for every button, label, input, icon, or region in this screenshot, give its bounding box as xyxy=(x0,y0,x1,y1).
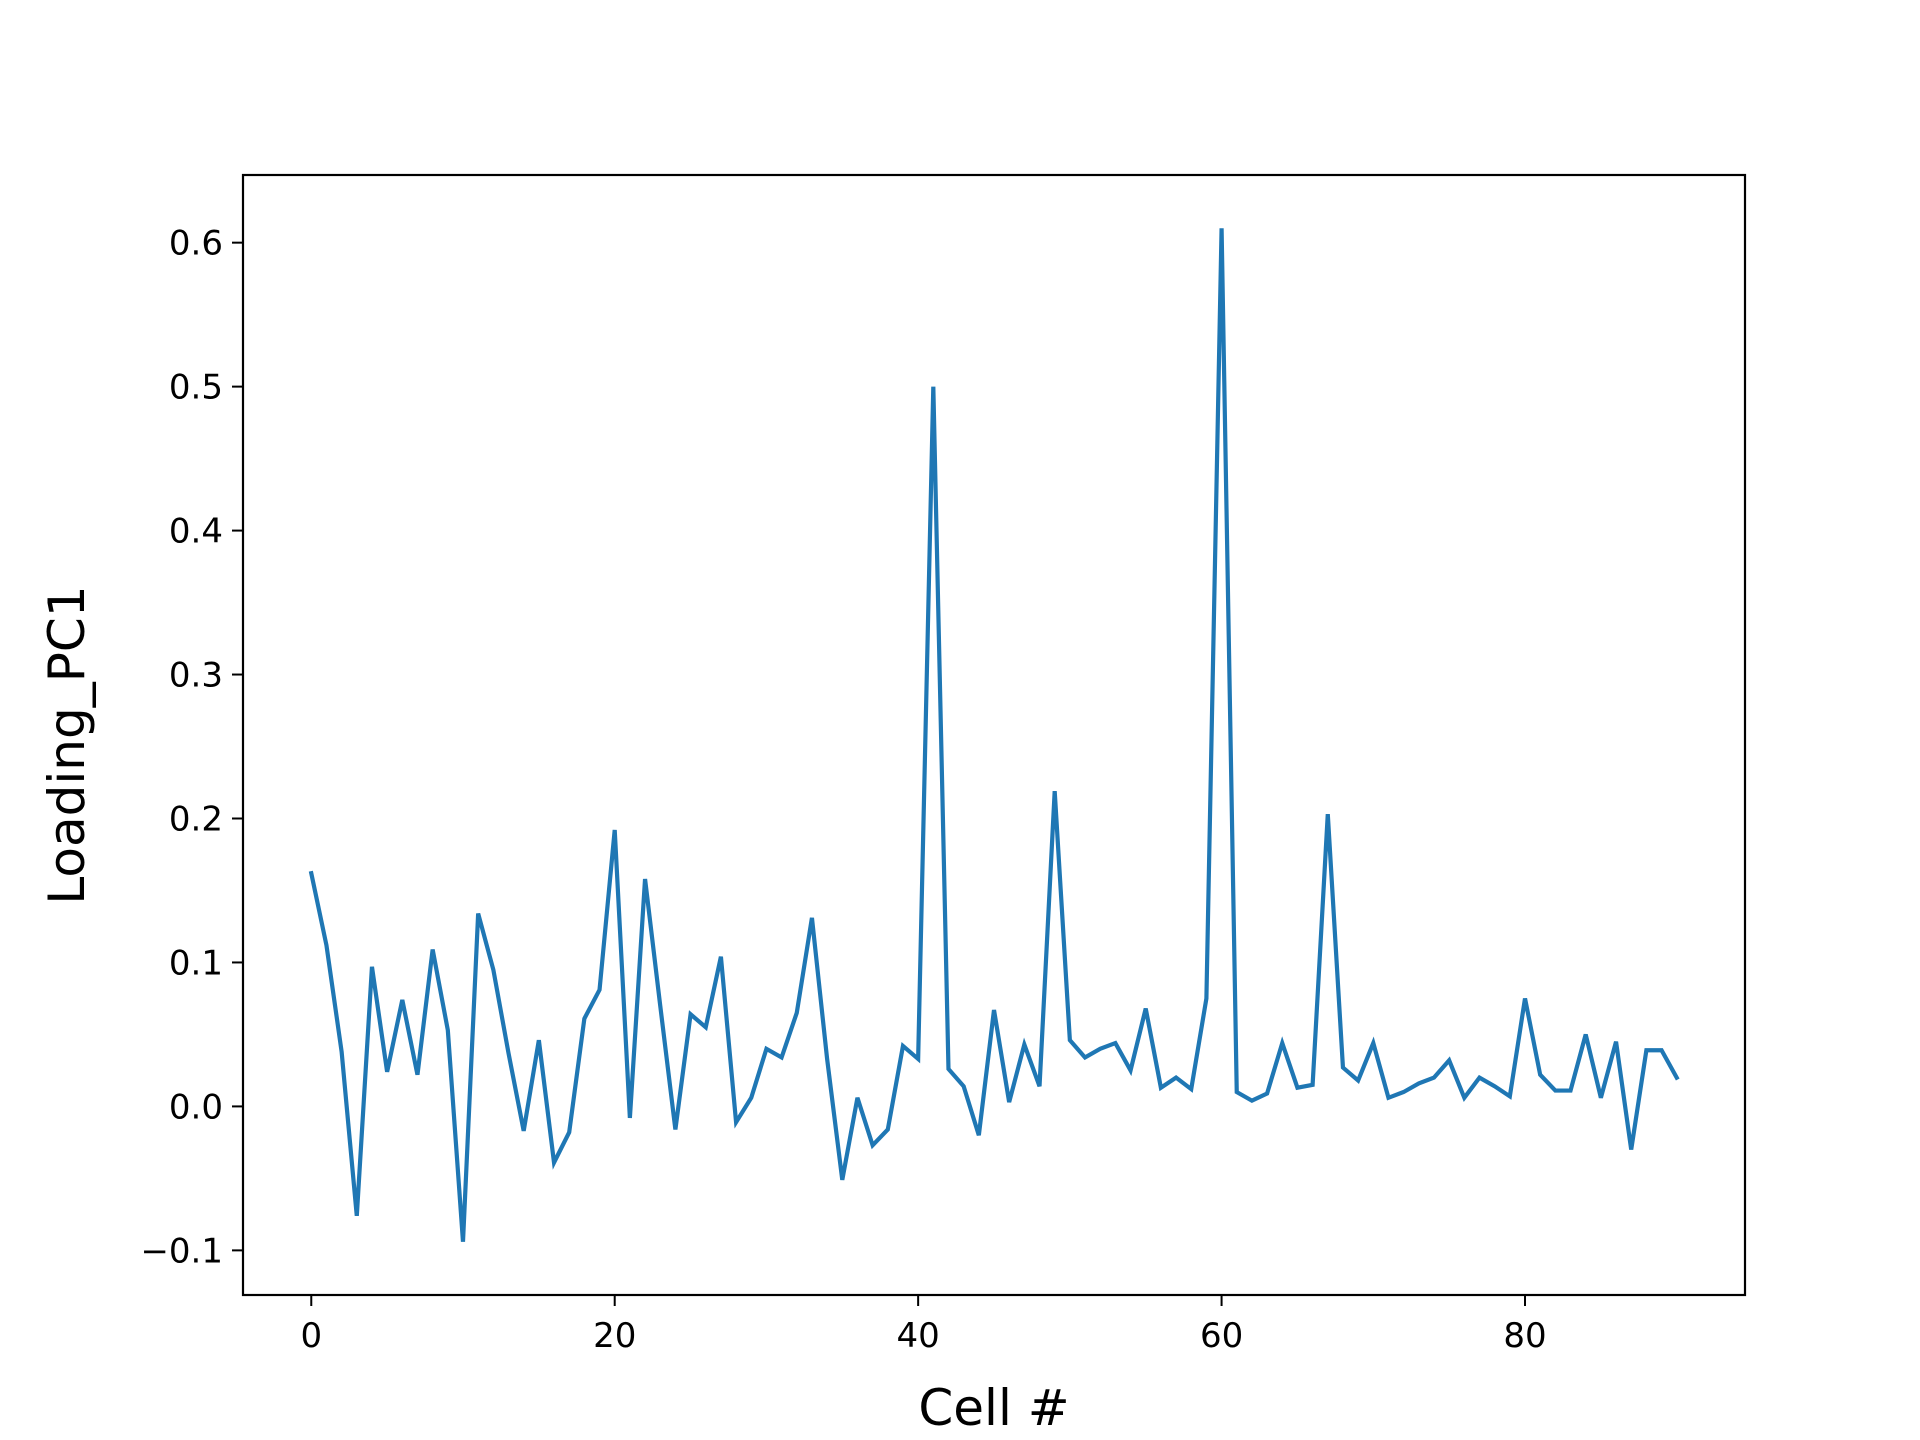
y-tick-label: 0.0 xyxy=(169,1087,223,1127)
y-tick-label: 0.6 xyxy=(169,224,223,264)
series-line-0 xyxy=(308,228,1680,1242)
x-tick-label: 60 xyxy=(1200,1316,1243,1356)
x-tick-label: 20 xyxy=(593,1316,636,1356)
x-tick-label: 40 xyxy=(897,1316,940,1356)
x-tick-label: 80 xyxy=(1503,1316,1546,1356)
y-axis-title: Loading_PC1 xyxy=(38,585,96,904)
plot-frame xyxy=(241,173,1747,1297)
x-tick-label: 0 xyxy=(300,1316,322,1356)
x-axis: 0 20 40 60 80 xyxy=(300,1295,1547,1356)
x-axis-title: Cell # xyxy=(918,1379,1069,1437)
y-axis: −0.1 0.0 0.1 0.2 0.3 0.4 0.5 0.6 xyxy=(140,224,243,1271)
y-tick-label: −0.1 xyxy=(140,1231,223,1271)
plot-area xyxy=(308,228,1680,1242)
y-tick-label: 0.1 xyxy=(169,943,223,983)
y-tick-label: 0.2 xyxy=(169,799,223,839)
y-tick-label: 0.5 xyxy=(169,368,223,408)
y-tick-label: 0.4 xyxy=(169,512,223,552)
y-tick-label: 0.3 xyxy=(169,656,223,696)
